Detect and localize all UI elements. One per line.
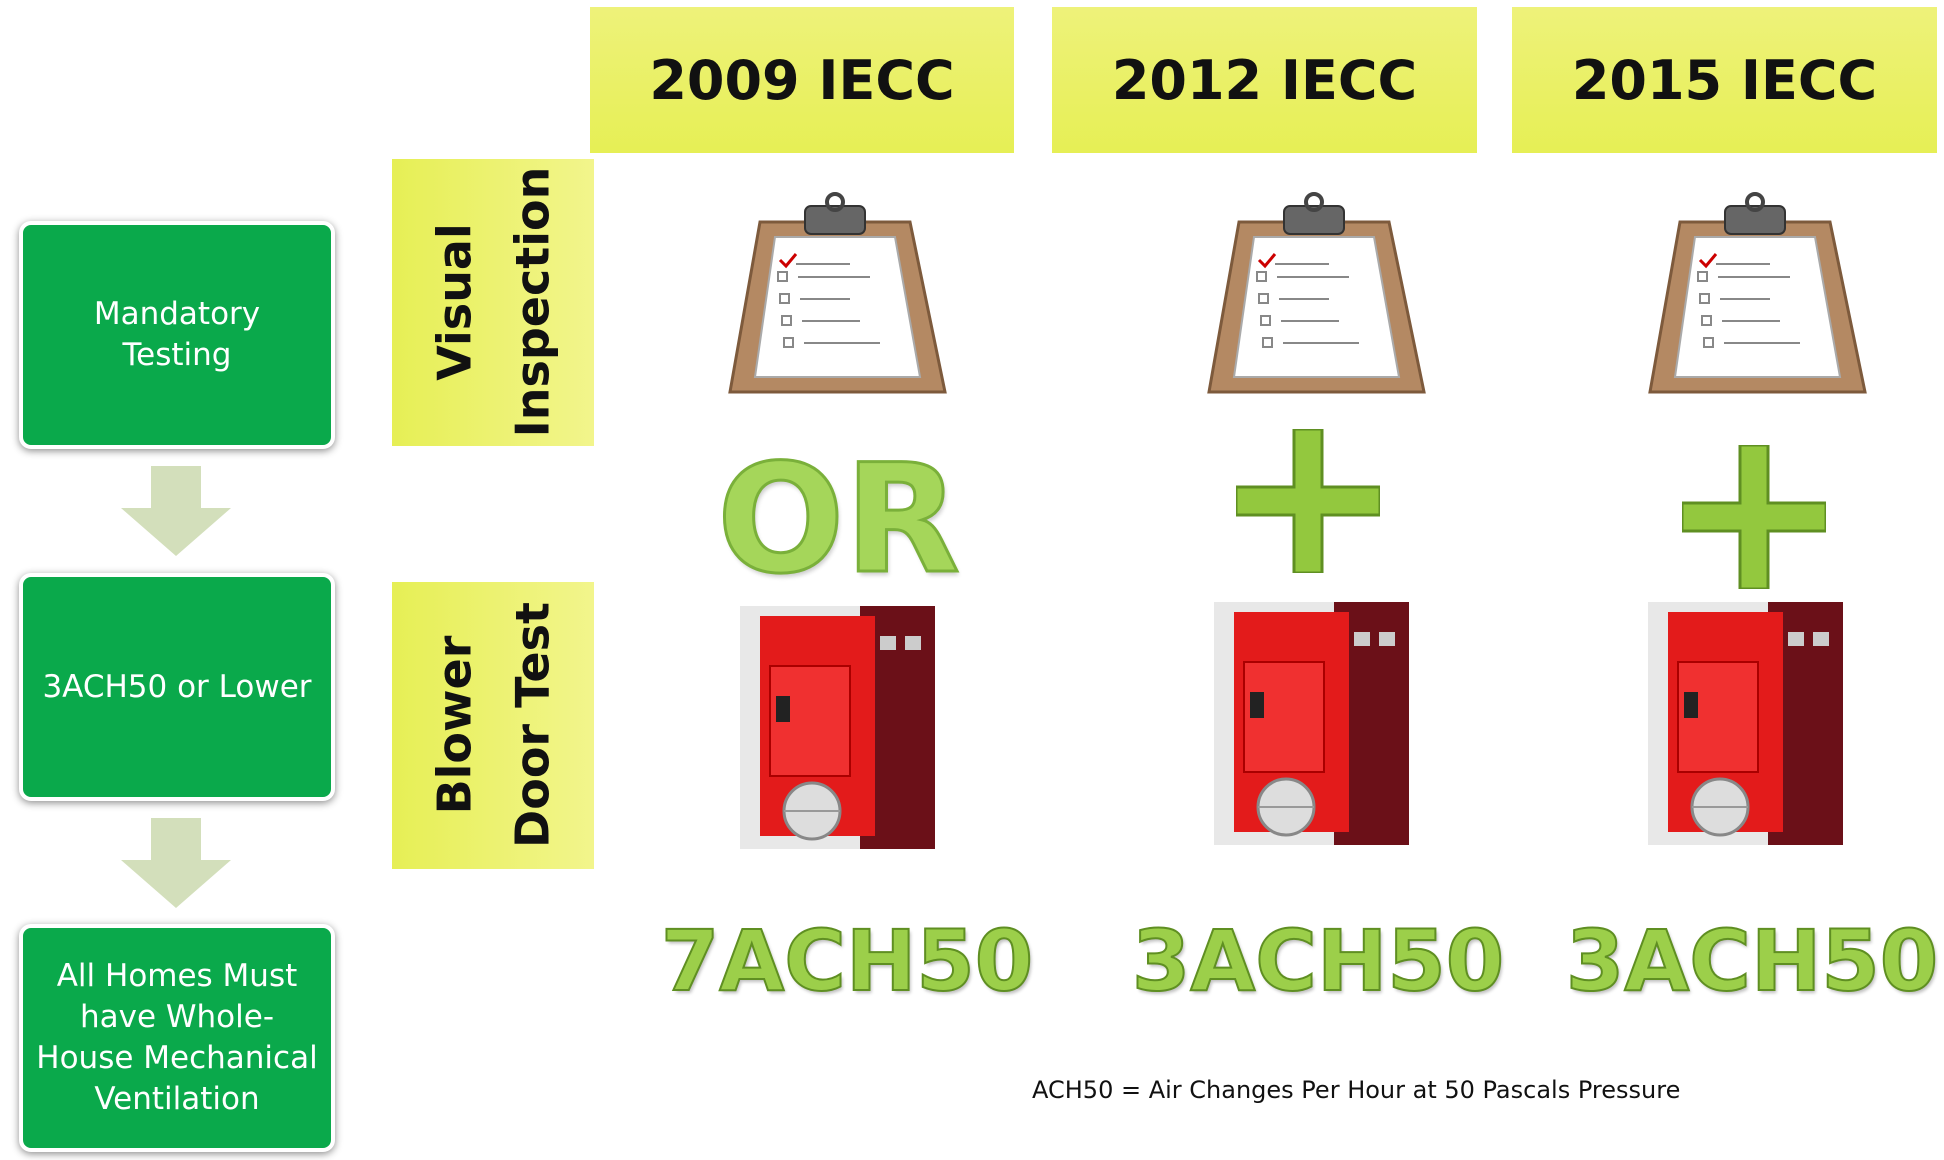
row-label-line: Blower [416,636,494,815]
footnote: ACH50 = Air Changes Per Hour at 50 Pasca… [1032,1076,1680,1104]
result-text: 7ACH50 [647,912,1047,1010]
result-text: 3ACH50 [1552,912,1944,1010]
plus-icon [1682,445,1826,589]
result-text: 3ACH50 [1118,912,1518,1010]
column-header: 2009 IECC [590,7,1014,153]
flow-arrow [121,466,231,556]
column-header: 2012 IECC [1052,7,1477,153]
blower-door-photo [740,606,935,849]
row-label-line: Door Test [494,602,572,848]
blower-door-photo [1214,602,1409,845]
clipboard-icon [1640,192,1870,412]
plus-icon [1236,429,1380,573]
flow-step: All Homes Must have Whole-House Mechanic… [19,924,335,1152]
flow-step: Mandatory Testing [19,221,335,449]
slide: 2009 IECC 2012 IECC 2015 IECC VisualInsp… [0,0,1944,1160]
blower-door-photo [1648,602,1843,845]
flow-step: 3ACH50 or Lower [19,573,335,801]
flow-arrow [121,818,231,908]
row-label-line: Visual [416,223,494,381]
connector-text: OR [717,435,957,605]
clipboard-icon [720,192,950,412]
row-label-line: Inspection [494,167,572,438]
clipboard-icon [1199,192,1429,412]
column-header: 2015 IECC [1512,7,1937,153]
